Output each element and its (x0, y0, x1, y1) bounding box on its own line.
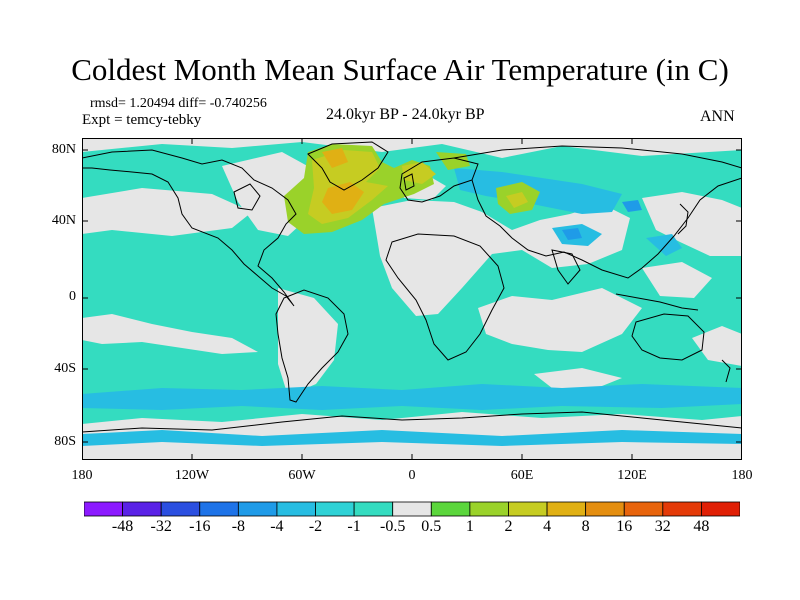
colorbar-label: -4 (270, 518, 284, 535)
lon-label-0: 0 (408, 468, 416, 483)
colorbar-swatch (315, 501, 355, 517)
colorbar-swatch (353, 501, 394, 517)
colorbar-label: -16 (189, 518, 211, 535)
colorbar-swatch (623, 501, 664, 517)
neutral-regions (82, 138, 742, 460)
colorbar-label: -2 (308, 518, 323, 535)
colorbar-label: 48 (693, 518, 710, 535)
lon-label-120w: 120W (174, 468, 210, 483)
lon-label-120e: 120E (617, 468, 647, 483)
experiment-label: Expt = temcy-tebky (82, 112, 202, 128)
lat-label-0: 0 (69, 289, 76, 304)
colorbar-swatch (701, 501, 740, 517)
period-label: 24.0kyr BP - 24.0kyr BP (326, 106, 485, 123)
lon-label-180w: 180 (71, 468, 93, 483)
axis-ticks (82, 138, 742, 460)
colorbar-swatch (546, 501, 587, 517)
lat-label-40n: 40N (51, 213, 76, 228)
colorbar-label: 1 (465, 518, 474, 535)
colorbar-swatch (276, 501, 316, 517)
colorbar-label: -48 (111, 518, 134, 535)
colorbar-swatch (84, 501, 123, 517)
lat-label-80s: 80S (54, 434, 76, 449)
colorbar-swatch (469, 501, 509, 517)
colorbar-label: 8 (581, 518, 590, 535)
colorbar-swatch (237, 501, 278, 517)
colorbar-swatch (662, 501, 702, 517)
colorbar-swatch (430, 501, 471, 517)
colorbar-label: 2 (504, 518, 513, 535)
lat-label-40s: 40S (54, 361, 76, 376)
lon-label-60w: 60W (288, 468, 316, 483)
colorbar-label: -8 (231, 518, 246, 535)
colorbar (84, 501, 740, 517)
stats-label: rmsd= 1.20494 diff= -0.740256 (90, 96, 267, 111)
world-map (82, 138, 742, 460)
lon-label-180e: 180 (731, 468, 753, 483)
colorbar-swatch (392, 501, 432, 517)
colorbar-swatch (508, 501, 548, 517)
colorbar-label: -1 (347, 518, 361, 535)
colorbar-label: -32 (150, 518, 172, 535)
colorbar-label: 32 (654, 518, 671, 535)
colorbar-label: 0.5 (421, 518, 442, 535)
chart-title: Coldest Month Mean Surface Air Temperatu… (71, 52, 729, 87)
colorbar-swatch (160, 501, 201, 517)
colorbar-swatch (122, 501, 162, 517)
warm-anomaly-regions (284, 144, 540, 234)
colorbar-label: -0.5 (380, 518, 406, 535)
coastlines (82, 141, 742, 433)
lon-label-60e: 60E (510, 468, 534, 483)
colorbar-swatch (199, 501, 239, 517)
season-label: ANN (700, 108, 735, 125)
colorbar-label: 16 (616, 518, 633, 535)
colorbar-swatch (585, 501, 625, 517)
lat-label-80n: 80N (51, 142, 76, 157)
colorbar-label: 4 (543, 518, 552, 535)
